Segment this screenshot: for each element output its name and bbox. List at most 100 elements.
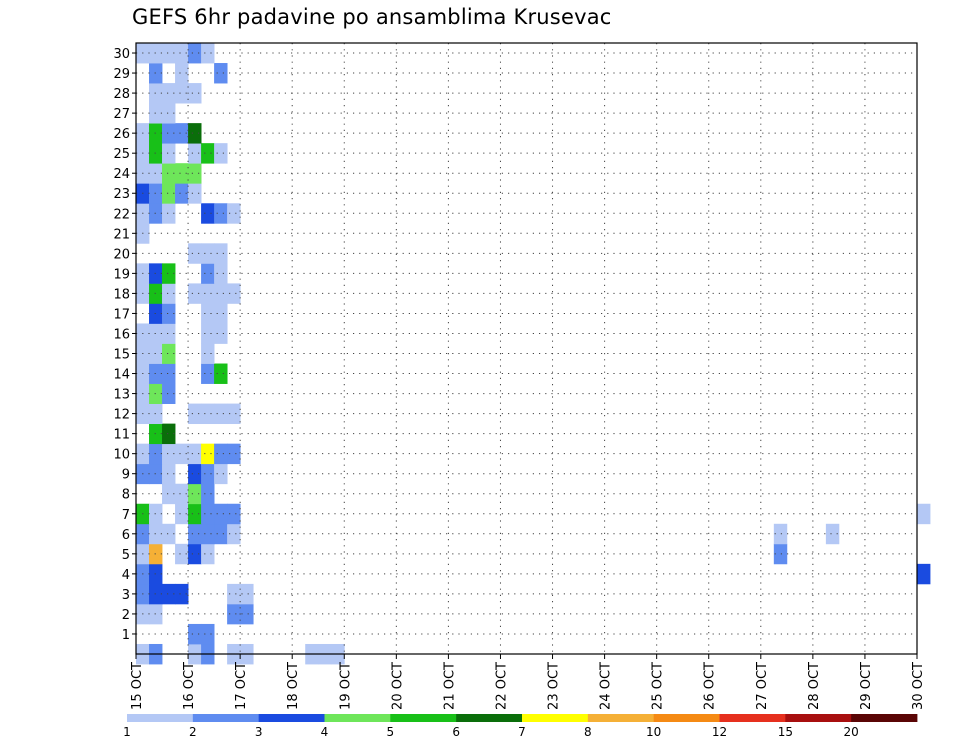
cell-120 (201, 303, 215, 324)
cell-19 (227, 603, 241, 625)
cell-163 (175, 183, 189, 204)
cell-102 (214, 363, 228, 384)
cell-156 (162, 203, 176, 224)
cell-44 (188, 523, 202, 545)
x-tick-label: 30 OCT (911, 662, 926, 710)
cell-115 (162, 323, 176, 344)
legend-swatch (785, 714, 852, 722)
cell-91 (162, 383, 176, 404)
cell-128 (201, 283, 215, 304)
cell-57 (214, 503, 228, 525)
y-tick-label: 27 (113, 107, 130, 122)
legend-swatch (587, 714, 655, 722)
cell-205 (175, 43, 189, 64)
y-tick-label: 25 (113, 147, 130, 162)
legend-label: 1 (123, 725, 131, 739)
cell-54 (175, 503, 189, 525)
cell-129 (214, 283, 228, 304)
y-tick-label: 9 (122, 468, 130, 483)
y-tick-label: 10 (113, 448, 130, 463)
x-tick-label: 16 OCT (182, 662, 197, 710)
y-tick-label: 21 (113, 227, 130, 242)
cell-67 (188, 463, 202, 485)
x-tick-label: 27 OCT (755, 662, 770, 710)
cell-157 (201, 203, 215, 224)
cell-40 (773, 543, 788, 565)
cell-110 (162, 343, 176, 364)
cell-144 (188, 243, 202, 264)
cell-56 (201, 503, 215, 525)
cell-159 (227, 203, 241, 224)
cell-177 (188, 143, 202, 164)
y-tick-label: 16 (113, 327, 130, 342)
cell-43 (162, 523, 176, 545)
cell-192 (162, 103, 176, 124)
cell-111 (201, 343, 215, 364)
legend-label: 20 (844, 725, 859, 739)
cell-169 (188, 163, 202, 184)
legend-label: 12 (712, 725, 727, 739)
x-tick-label: 21 OCT (442, 662, 457, 710)
cell-158 (214, 203, 228, 224)
y-tick-label: 24 (113, 167, 130, 182)
cell-142 (214, 263, 228, 284)
cell-27 (175, 583, 189, 605)
y-tick-label: 29 (113, 67, 130, 82)
cell-178 (201, 143, 215, 164)
y-tick-label: 2 (122, 608, 130, 623)
y-tick-label: 26 (113, 127, 130, 142)
cell-126 (162, 283, 176, 304)
y-tick-label: 30 (113, 47, 130, 62)
cell-146 (214, 243, 228, 264)
x-tick-label: 15 OCT (130, 662, 145, 710)
cell-13 (201, 623, 215, 645)
y-tick-label: 18 (113, 287, 130, 302)
cell-34 (917, 563, 931, 585)
x-tick-label: 25 OCT (651, 662, 666, 710)
cell-62 (188, 483, 202, 505)
cell-69 (214, 463, 228, 485)
legend-label: 4 (321, 725, 329, 739)
cell-61 (175, 483, 189, 505)
y-tick-label: 13 (113, 388, 130, 403)
y-tick-label: 19 (113, 267, 130, 282)
cell-179 (214, 143, 228, 164)
plot-frame (135, 42, 918, 655)
y-axis: 1234567891011121314151617181920212223242… (113, 47, 136, 643)
legend-swatch (653, 714, 720, 722)
cell-184 (175, 123, 189, 144)
legend-label: 8 (584, 725, 592, 739)
cell-76 (201, 443, 215, 465)
cell-127 (188, 283, 202, 304)
legend-swatch (258, 714, 325, 722)
cell-141 (201, 263, 215, 284)
y-tick-label: 3 (122, 588, 130, 603)
chart-title: GEFS 6hr padavine po ansamblima Krusevac (132, 5, 612, 29)
x-tick-label: 23 OCT (547, 662, 562, 710)
cell-168 (175, 163, 189, 184)
cell-83 (188, 403, 202, 425)
cell-77 (214, 443, 228, 465)
cell-101 (201, 363, 215, 384)
cell-140 (162, 263, 176, 284)
cell-116 (201, 323, 215, 344)
cell-28 (227, 583, 241, 605)
cell-176 (162, 143, 176, 164)
y-tick-label: 14 (113, 368, 130, 383)
x-tick-label: 17 OCT (234, 662, 249, 710)
cell-84 (201, 403, 215, 425)
legend-swatch (324, 714, 391, 722)
cell-86 (227, 403, 241, 425)
legend-swatch (390, 714, 457, 722)
cell-195 (175, 83, 189, 104)
x-tick-label: 22 OCT (494, 662, 509, 710)
grid-layer (136, 43, 917, 654)
cell-204 (162, 43, 176, 64)
legend-swatch (127, 714, 194, 722)
cell-63 (201, 483, 215, 505)
x-axis: 15 OCT 16 OCT 17 OCT 18 OCT 19 OCT 20 OCT 21 O… (130, 654, 926, 710)
cell-39 (201, 543, 215, 565)
legend-label: 7 (518, 725, 526, 739)
cell-46 (214, 523, 228, 545)
